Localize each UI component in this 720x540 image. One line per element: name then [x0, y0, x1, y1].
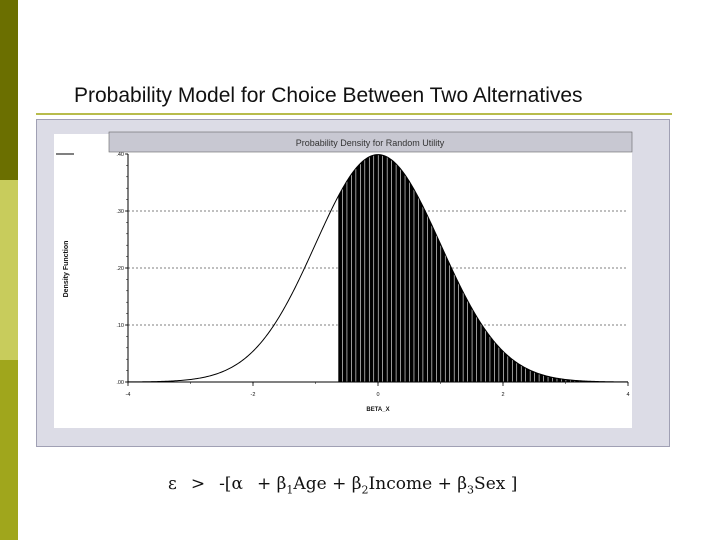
- subscript: 2: [361, 483, 369, 497]
- open-bracket: -[: [219, 474, 232, 494]
- slide-title: Probability Model for Choice Between Two…: [74, 84, 583, 107]
- y-tick-label: .30: [116, 209, 124, 215]
- accent-bar-middle: [0, 180, 18, 360]
- chart-title: Probability Density for Random Utility: [296, 138, 445, 148]
- y-tick-label: .40: [116, 152, 124, 158]
- beta-symbol: β: [276, 474, 287, 494]
- x-tick-label: -4: [126, 392, 131, 398]
- beta-symbol: β: [457, 474, 468, 494]
- subscript: 3: [467, 483, 475, 497]
- beta-symbol: β: [351, 474, 362, 494]
- y-tick-label: .10: [116, 323, 124, 329]
- x-tick-label: 4: [626, 392, 629, 398]
- plus-sign: +: [332, 474, 347, 494]
- x-tick-label: -2: [251, 392, 256, 398]
- plus-sign: +: [437, 474, 452, 494]
- term-income: Income: [368, 474, 433, 494]
- density-curve: [127, 154, 629, 383]
- term-age: Age: [293, 474, 327, 494]
- density-chart: Probability Density for Random Utility D…: [54, 131, 633, 428]
- y-tick-label: .00: [116, 380, 124, 386]
- alpha-symbol: α: [231, 474, 243, 494]
- epsilon-symbol: ε: [168, 474, 177, 494]
- title-rule: [36, 113, 672, 115]
- subscript: 1: [286, 483, 294, 497]
- accent-bar-bottom: [0, 360, 18, 540]
- chart-title-bar: [108, 131, 633, 153]
- x-tick-label: 2: [501, 392, 504, 398]
- term-sex: Sex: [474, 474, 506, 494]
- y-tick-label: .20: [116, 266, 124, 272]
- close-bracket: ]: [510, 474, 518, 494]
- y-axis-label: Density Function: [63, 241, 70, 298]
- plot-frame: Probability Density for Random Utility D…: [36, 119, 670, 447]
- x-axis-label: BETA_X: [366, 407, 389, 413]
- shaded-density-area: [338, 154, 628, 382]
- plus-sign: +: [256, 474, 272, 494]
- x-tick-label: 0: [376, 392, 379, 398]
- ylabel-panel: [56, 154, 74, 382]
- utility-inequality: ε > -[α + β1Age + β2Income + β3Sex ]: [168, 474, 517, 496]
- accent-bar-top: [0, 0, 18, 180]
- greater-than-symbol: >: [190, 474, 206, 494]
